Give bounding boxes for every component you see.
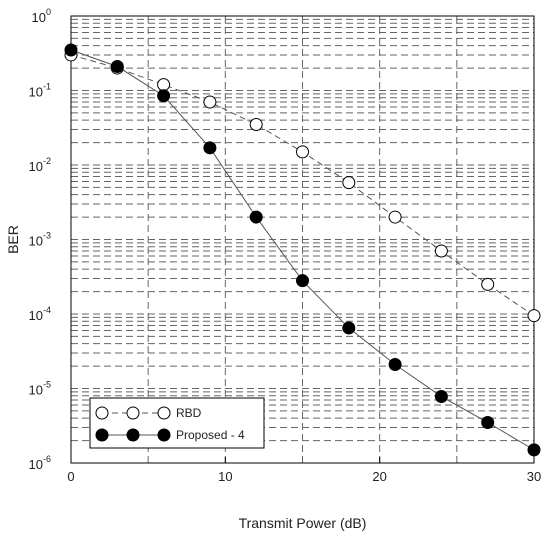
legend-marker (95, 406, 109, 420)
y-tick-label: 10-4 (29, 305, 51, 323)
legend-marker (126, 428, 140, 442)
data-point (388, 357, 402, 371)
data-point (64, 43, 78, 57)
x-tick-label: 0 (67, 469, 74, 484)
data-point (157, 78, 171, 92)
x-axis: 0 10 20 30 (67, 457, 541, 484)
data-point (249, 117, 263, 131)
legend-marker (95, 428, 109, 442)
legend-label-rbd: RBD (176, 406, 202, 420)
grid (71, 16, 534, 463)
legend: RBD Proposed - 4 (89, 397, 265, 449)
y-tick-label: 10-2 (29, 156, 51, 174)
x-axis-label: Transmit Power (dB) (239, 515, 367, 531)
data-point (434, 390, 448, 404)
y-tick-label: 10-1 (29, 82, 51, 100)
y-axis-label: BER (5, 225, 21, 254)
legend-marker (157, 428, 171, 442)
data-point (296, 274, 309, 288)
data-point (527, 443, 541, 457)
legend-entry-rbd: RBD (95, 406, 202, 420)
y-tick-label: 100 (32, 7, 51, 25)
data-point (481, 277, 495, 291)
y-tick-label: 10-3 (29, 231, 51, 249)
legend-box (89, 397, 265, 449)
series-group (64, 43, 541, 457)
data-point (203, 141, 217, 155)
legend-entry-proposed: Proposed - 4 (95, 428, 245, 442)
data-point (110, 59, 124, 73)
y-tick-label: 10-5 (29, 380, 51, 398)
legend-marker (126, 406, 140, 420)
data-point (249, 210, 263, 224)
legend-label-proposed: Proposed - 4 (176, 428, 245, 442)
data-point (434, 244, 448, 258)
legend-marker (157, 406, 171, 420)
series-proposed (64, 43, 541, 457)
x-tick-label: 10 (218, 469, 232, 484)
data-point (342, 321, 356, 335)
data-point (342, 176, 356, 190)
data-point (203, 95, 217, 109)
y-axis: 100 10-1 10-2 10-3 10-4 10-5 10-6 (29, 7, 51, 472)
series-rbd (64, 48, 541, 323)
data-point (388, 210, 402, 224)
y-tick-label: 10-6 (29, 454, 51, 472)
data-point (296, 145, 309, 159)
plot-area (70, 15, 535, 464)
data-point (481, 415, 495, 429)
x-tick-label: 30 (527, 469, 541, 484)
data-point (527, 309, 541, 323)
x-tick-label: 20 (372, 469, 386, 484)
data-point (157, 89, 171, 103)
